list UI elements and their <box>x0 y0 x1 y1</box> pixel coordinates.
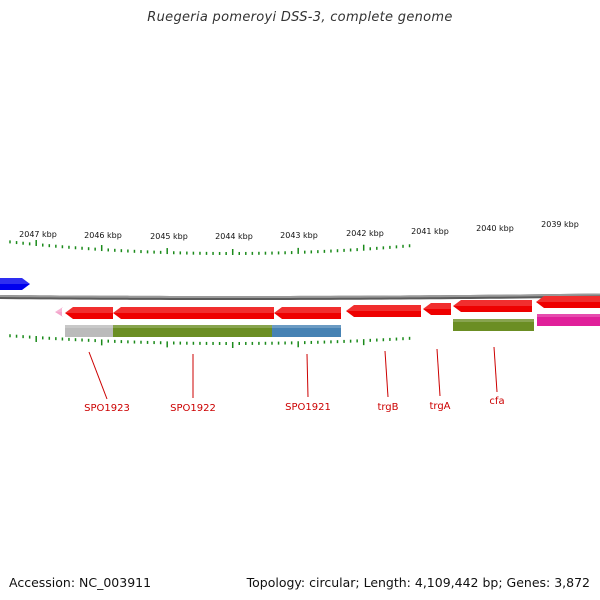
gene-arrow-spo1921-body <box>274 307 341 319</box>
gene-arrow-spo1923-body <box>65 307 113 319</box>
scale-ticks-top <box>9 239 411 255</box>
genome-summary-text: Topology: circular; Length: 4,109,442 bp… <box>246 575 590 590</box>
label-leader-line <box>493 346 498 393</box>
gene-label-spo1922[interactable]: SPO1922 <box>170 403 216 414</box>
gene-arrow-pink <box>55 307 63 317</box>
cog-bars <box>65 314 600 337</box>
scale-label: 2042 kbp <box>346 229 384 238</box>
scale-label: 2044 kbp <box>215 232 253 241</box>
gene-arrow-spo1922-body <box>113 307 274 319</box>
label-leader-line <box>88 351 108 400</box>
cog-bar-next <box>537 314 600 326</box>
gene-arrow-pink-body <box>55 307 63 317</box>
gene-arrow-blue-shine <box>0 278 30 284</box>
gene-arrow-next-body <box>536 296 600 308</box>
scale-label: 2040 kbp <box>476 224 514 233</box>
accession-text: Accession: NC_003911 <box>9 575 152 590</box>
page-title: Ruegeria pomeroyi DSS-3, complete genome <box>147 10 453 25</box>
gene-label-trga[interactable]: trgA <box>429 401 450 412</box>
gene-arrow-spo1922 <box>113 307 274 319</box>
gene-label-trgb[interactable]: trgB <box>377 402 398 413</box>
cog-bar-spo1923-shine <box>65 325 113 328</box>
scale-label: 2046 kbp <box>84 231 122 240</box>
gene-arrow-spo1923-shine <box>65 307 113 313</box>
label-leader-line <box>384 350 389 398</box>
gene-arrow-blue <box>0 278 30 290</box>
gene-arrow-pink-shine <box>55 307 63 312</box>
scale-label: 2043 kbp <box>280 231 318 240</box>
scale-label: 2047 kbp <box>19 230 57 239</box>
gene-arrow-trga-body <box>423 303 451 315</box>
gene-arrow-next <box>536 296 600 308</box>
gene-arrow-blue-body <box>0 278 30 290</box>
label-leader-line <box>436 348 441 397</box>
gene-arrow-spo1921-shine <box>274 307 341 313</box>
gene-arrow-trga <box>423 303 451 315</box>
scale-label: 2041 kbp <box>411 227 449 236</box>
gene-arrow-spo1921 <box>274 307 341 319</box>
gene-label-spo1923[interactable]: SPO1923 <box>84 403 130 414</box>
cog-bar-spo1923 <box>65 325 113 337</box>
scale-ticks-bottom <box>9 334 411 348</box>
gene-label-spo1921[interactable]: SPO1921 <box>285 402 331 413</box>
scale-labels: 2047 kbp 2046 kbp 2045 kbp 2044 kbp 2043… <box>19 220 579 241</box>
cog-bar-cfa-shine <box>453 319 534 322</box>
gene-label-cfa[interactable]: cfa <box>489 396 504 407</box>
backbone-highlight <box>0 293 600 298</box>
cog-bar-spo1922 <box>113 325 272 337</box>
gene-arrow-spo1922-shine <box>113 307 274 313</box>
gene-arrow-trgb-body <box>346 305 421 317</box>
gene-arrow-trgb <box>346 305 421 317</box>
cog-bar-spo1921-shine <box>272 325 341 328</box>
cog-bar-next-shine <box>537 314 600 317</box>
gene-arrow-cfa <box>453 300 532 312</box>
cog-bar-spo1921 <box>272 325 341 337</box>
gene-arrow-spo1923 <box>65 307 113 319</box>
gene-arrow-cfa-shine <box>453 300 532 306</box>
cog-bar-cfa <box>453 319 534 331</box>
gene-labels: SPO1923 SPO1922 SPO1921 trgB trgA cfa <box>84 396 504 414</box>
gene-label-lines <box>88 346 498 400</box>
scale-label: 2045 kbp <box>150 232 188 241</box>
gene-arrow-cfa-body <box>453 300 532 312</box>
cog-bar-spo1922-shine <box>113 325 272 328</box>
gene-features <box>0 278 600 319</box>
gene-arrow-trgb-shine <box>346 305 421 311</box>
gene-arrow-next-shine <box>536 296 600 302</box>
scale-label: 2039 kbp <box>541 220 579 229</box>
gene-arrow-trga-shine <box>423 303 451 309</box>
label-leader-line <box>306 353 309 398</box>
